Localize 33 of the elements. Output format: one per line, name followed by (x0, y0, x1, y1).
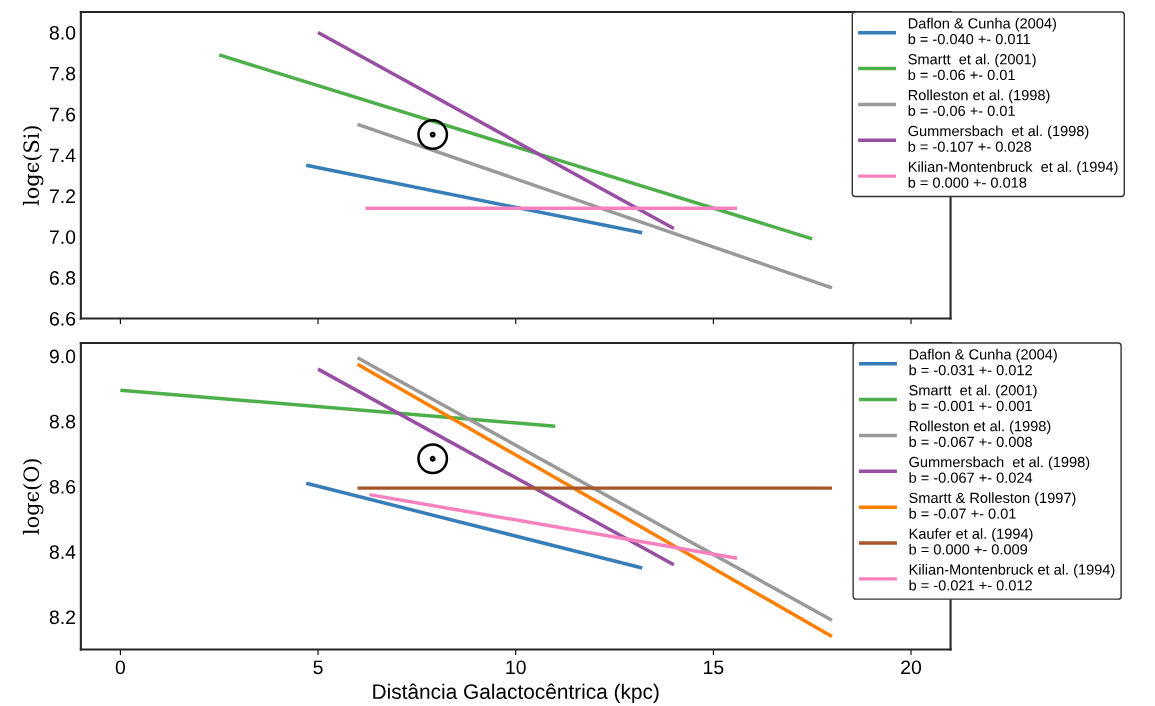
y-tick-label: 8.2 (49, 610, 76, 625)
x-axis-title: Distância Galactocêntrica (kpc) (373, 683, 659, 704)
legend-label: Kilian-Montenbruck et al. (1994) b = 0.000 +- 0.018 (908, 161, 1118, 188)
y-tick-label: 9.0 (49, 349, 76, 364)
legend-label: Rolleston et al. (1998) b = -0.067 +- 0.008 (909, 420, 1051, 447)
legend-label: Gummersbach et al. (1998) b = -0.067 +- 0.024 (909, 456, 1090, 483)
y-tick-label: 6.8 (49, 271, 76, 285)
y-tick-label: 8.6 (49, 479, 76, 494)
x-tick-label: 5 (313, 660, 323, 675)
legend-label: Gummersbach et al. (1998) b = -0.107 +- 0.028 (908, 125, 1089, 152)
y-tick-label: 8.8 (49, 414, 76, 429)
legend-label: Daflon & Cunha (2004) b = -0.031 +- 0.012 (909, 348, 1057, 376)
legend-label: Rolleston et al. (1998) b = -0.06 +- 0.01 (908, 89, 1050, 116)
y-axis-title: logϵ(Si) (22, 126, 44, 206)
y-tick-label: 8.4 (49, 545, 76, 559)
legend-label: Smartt et al. (2001) b = -0.001 +- 0.001 (909, 384, 1037, 412)
x-tick-label: 15 (704, 660, 724, 675)
y-tick-label: 7.6 (49, 107, 76, 122)
y-axis-title: logϵ(O) (22, 459, 44, 535)
x-tick-label: 0 (115, 660, 126, 675)
y-tick-label: 7.0 (49, 230, 76, 244)
legend-label: Smartt et al. (2001) b = -0.06 +- 0.01 (908, 53, 1036, 81)
y-tick-label: 7.2 (49, 189, 76, 203)
y-tick-label: 7.4 (49, 148, 76, 163)
legend-label: Kilian-Montenbruck et al. (1994) b = -0.021 +- 0.012 (909, 564, 1115, 591)
legend-label: Smartt & Rolleston (1997) b = -0.07 +- 0.01 (909, 492, 1076, 519)
y-tick-label: 6.6 (49, 311, 76, 326)
x-tick-label: 20 (901, 660, 922, 675)
legend-label: Kaufer et al. (1994) b = 0.000 +- 0.009 (909, 528, 1033, 555)
x-tick-label: 10 (506, 660, 526, 675)
y-tick-label: 8.0 (49, 25, 76, 40)
y-tick-label: 7.8 (49, 66, 76, 81)
legend-label: Daflon & Cunha (2004) b = -0.040 +- 0.011 (908, 17, 1056, 45)
